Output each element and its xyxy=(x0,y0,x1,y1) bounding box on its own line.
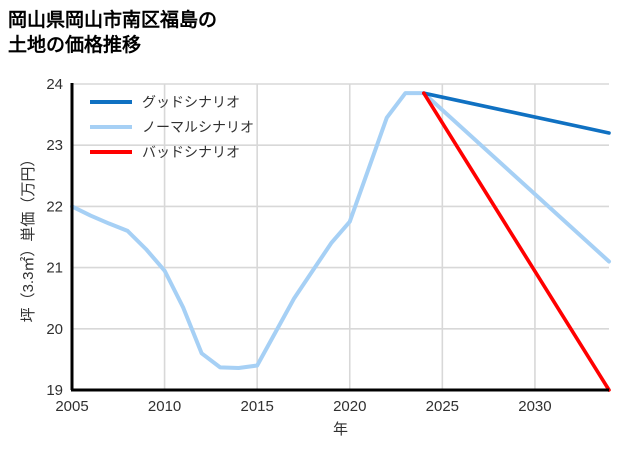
x-tick-label: 2020 xyxy=(333,398,366,415)
tick-labels-group: 19 20 21 22 23 24 2005 2010 2015 2020 2025 2030 xyxy=(46,76,551,415)
y-tick-label: 23 xyxy=(46,137,63,154)
axes-group xyxy=(70,83,609,392)
x-tick-label: 2030 xyxy=(518,398,551,415)
x-tick-label: 2005 xyxy=(55,398,88,415)
axis-titles-group: 年 坪（3.3㎡）単価（万円） xyxy=(20,152,348,438)
series-line-bad xyxy=(422,91,611,392)
series-line-normal xyxy=(70,91,611,370)
series-line-good xyxy=(422,91,611,135)
y-tick-label: 22 xyxy=(46,198,63,215)
x-tick-label: 2015 xyxy=(240,398,273,415)
chart-title: 岡山県岡山市南区福島の 土地の価格推移 xyxy=(8,10,218,57)
x-tick-label: 2025 xyxy=(426,398,459,415)
y-tick-label: 19 xyxy=(46,382,63,399)
x-tick-label: 2010 xyxy=(148,398,181,415)
series-group xyxy=(70,91,611,392)
legend-label-good: グッドシナリオ xyxy=(142,94,240,110)
legend-label-bad: バッドシナリオ xyxy=(142,144,240,160)
y-tick-label: 24 xyxy=(46,76,63,93)
y-axis-title: 坪（3.3㎡）単価（万円） xyxy=(20,152,37,323)
y-tick-label: 20 xyxy=(46,321,63,338)
y-tick-label: 21 xyxy=(46,260,63,277)
legend-label-normal: ノーマルシナリオ xyxy=(142,119,254,135)
x-axis-title: 年 xyxy=(333,421,348,438)
